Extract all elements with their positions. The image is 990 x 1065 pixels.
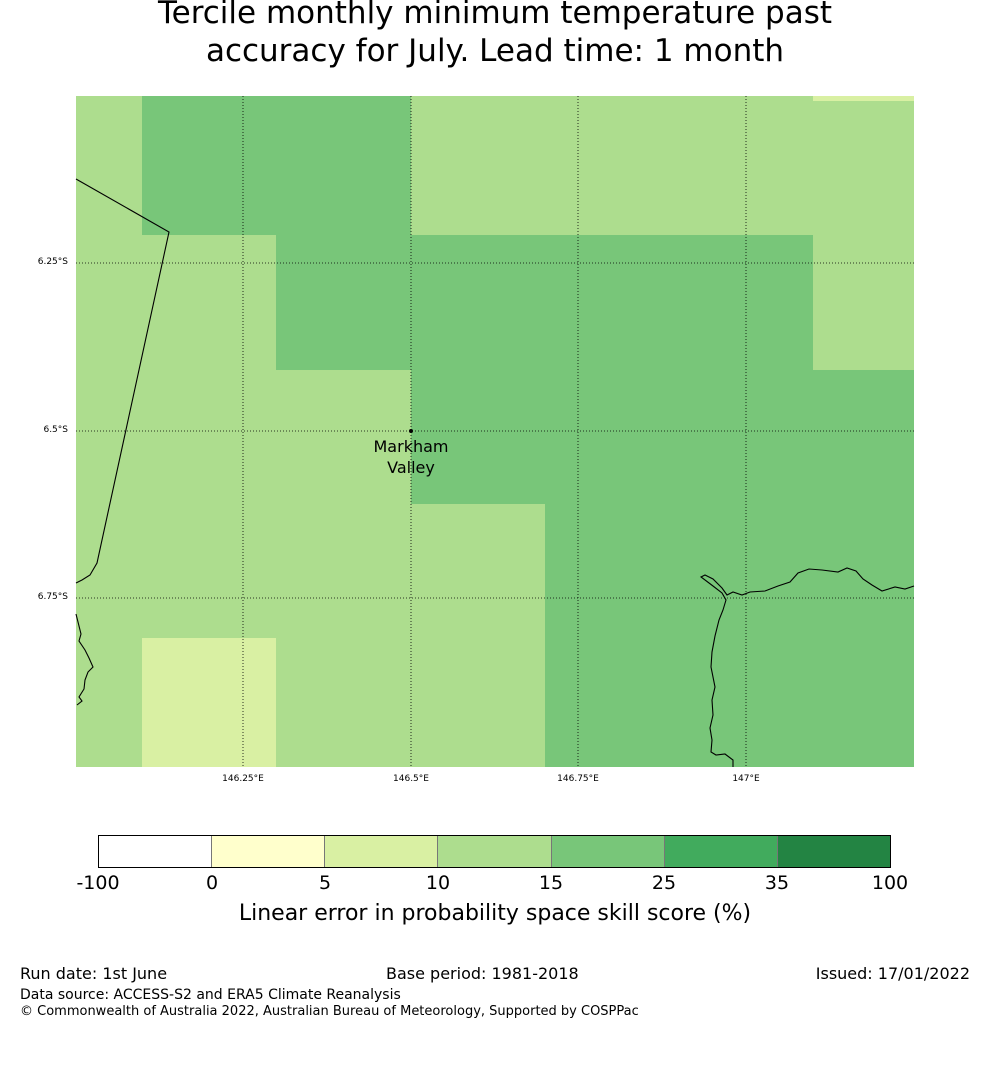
colorbar-swatch bbox=[551, 836, 665, 867]
grid-cell bbox=[142, 96, 411, 235]
map-title-line-1: Tercile monthly minimum temperature past bbox=[157, 0, 833, 31]
colorbar-tick: 25 bbox=[651, 872, 677, 894]
gridlines bbox=[76, 96, 914, 767]
place-marker bbox=[409, 429, 413, 433]
place-label-line-2: Valley bbox=[387, 458, 435, 477]
lon-label-146-25e: 146.25°E bbox=[222, 774, 264, 784]
colorbar-swatch bbox=[777, 836, 890, 867]
place-label-line-1: Markham bbox=[373, 437, 449, 456]
run-date: Run date: 1st June bbox=[20, 964, 168, 983]
colorbar-swatch bbox=[325, 836, 439, 867]
grid-cell bbox=[276, 235, 411, 370]
colorbar-tick: 5 bbox=[318, 872, 332, 894]
grid-cell bbox=[813, 370, 914, 504]
lat-label-6-5s: 6.5°S bbox=[43, 425, 68, 435]
lon-label-146-5e: 146.5°E bbox=[393, 774, 429, 784]
colorbar-swatch bbox=[99, 836, 213, 867]
grid-cell bbox=[545, 504, 914, 767]
colorbar-swatch bbox=[438, 836, 552, 867]
lon-label-147e: 147°E bbox=[732, 774, 760, 784]
colorbar-tick: 10 bbox=[425, 872, 451, 894]
river-gulf-coastline bbox=[699, 567, 915, 767]
coastlines-and-borders bbox=[75, 178, 915, 767]
place-label-markham-valley: Markham Valley bbox=[361, 436, 461, 478]
copyright-notice: © Commonwealth of Australia 2022, Austra… bbox=[20, 1004, 639, 1019]
colorbar bbox=[98, 835, 891, 868]
colorbar-tick: 35 bbox=[764, 872, 790, 894]
grid-cell bbox=[813, 96, 914, 101]
colorbar-tick: -100 bbox=[76, 872, 120, 894]
data-source: Data source: ACCESS-S2 and ERA5 Climate … bbox=[20, 987, 401, 1003]
colorbar-swatch bbox=[212, 836, 326, 867]
lat-label-6-25s: 6.25°S bbox=[37, 257, 68, 267]
map-title-line-2: accuracy for July. Lead time: 1 month bbox=[205, 33, 785, 69]
issued-date: Issued: 17/01/2022 bbox=[815, 964, 970, 983]
base-period: Base period: 1981-2018 bbox=[386, 964, 579, 983]
colorbar-label: Linear error in probability space skill … bbox=[238, 901, 752, 926]
border-line bbox=[75, 178, 170, 584]
colorbar-tick: 0 bbox=[205, 872, 219, 894]
lon-label-146-75e: 146.75°E bbox=[557, 774, 599, 784]
grid-cell bbox=[142, 638, 276, 767]
skill-grid-cells bbox=[76, 96, 914, 767]
lat-label-6-75s: 6.75°S bbox=[37, 592, 68, 602]
west-coastline bbox=[75, 613, 94, 706]
grid-cell bbox=[411, 235, 813, 504]
map-title: Tercile monthly minimum temperature past… bbox=[0, 0, 990, 70]
colorbar-tick: 100 bbox=[871, 872, 909, 894]
colorbar-tick: 15 bbox=[538, 872, 564, 894]
markham-valley-point bbox=[409, 429, 413, 433]
skill-score-map bbox=[75, 96, 915, 767]
colorbar-swatch bbox=[664, 836, 778, 867]
